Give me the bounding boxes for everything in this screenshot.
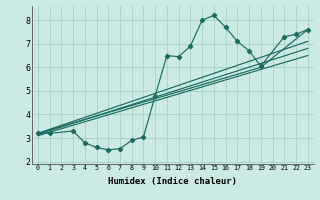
X-axis label: Humidex (Indice chaleur): Humidex (Indice chaleur) [108,177,237,186]
